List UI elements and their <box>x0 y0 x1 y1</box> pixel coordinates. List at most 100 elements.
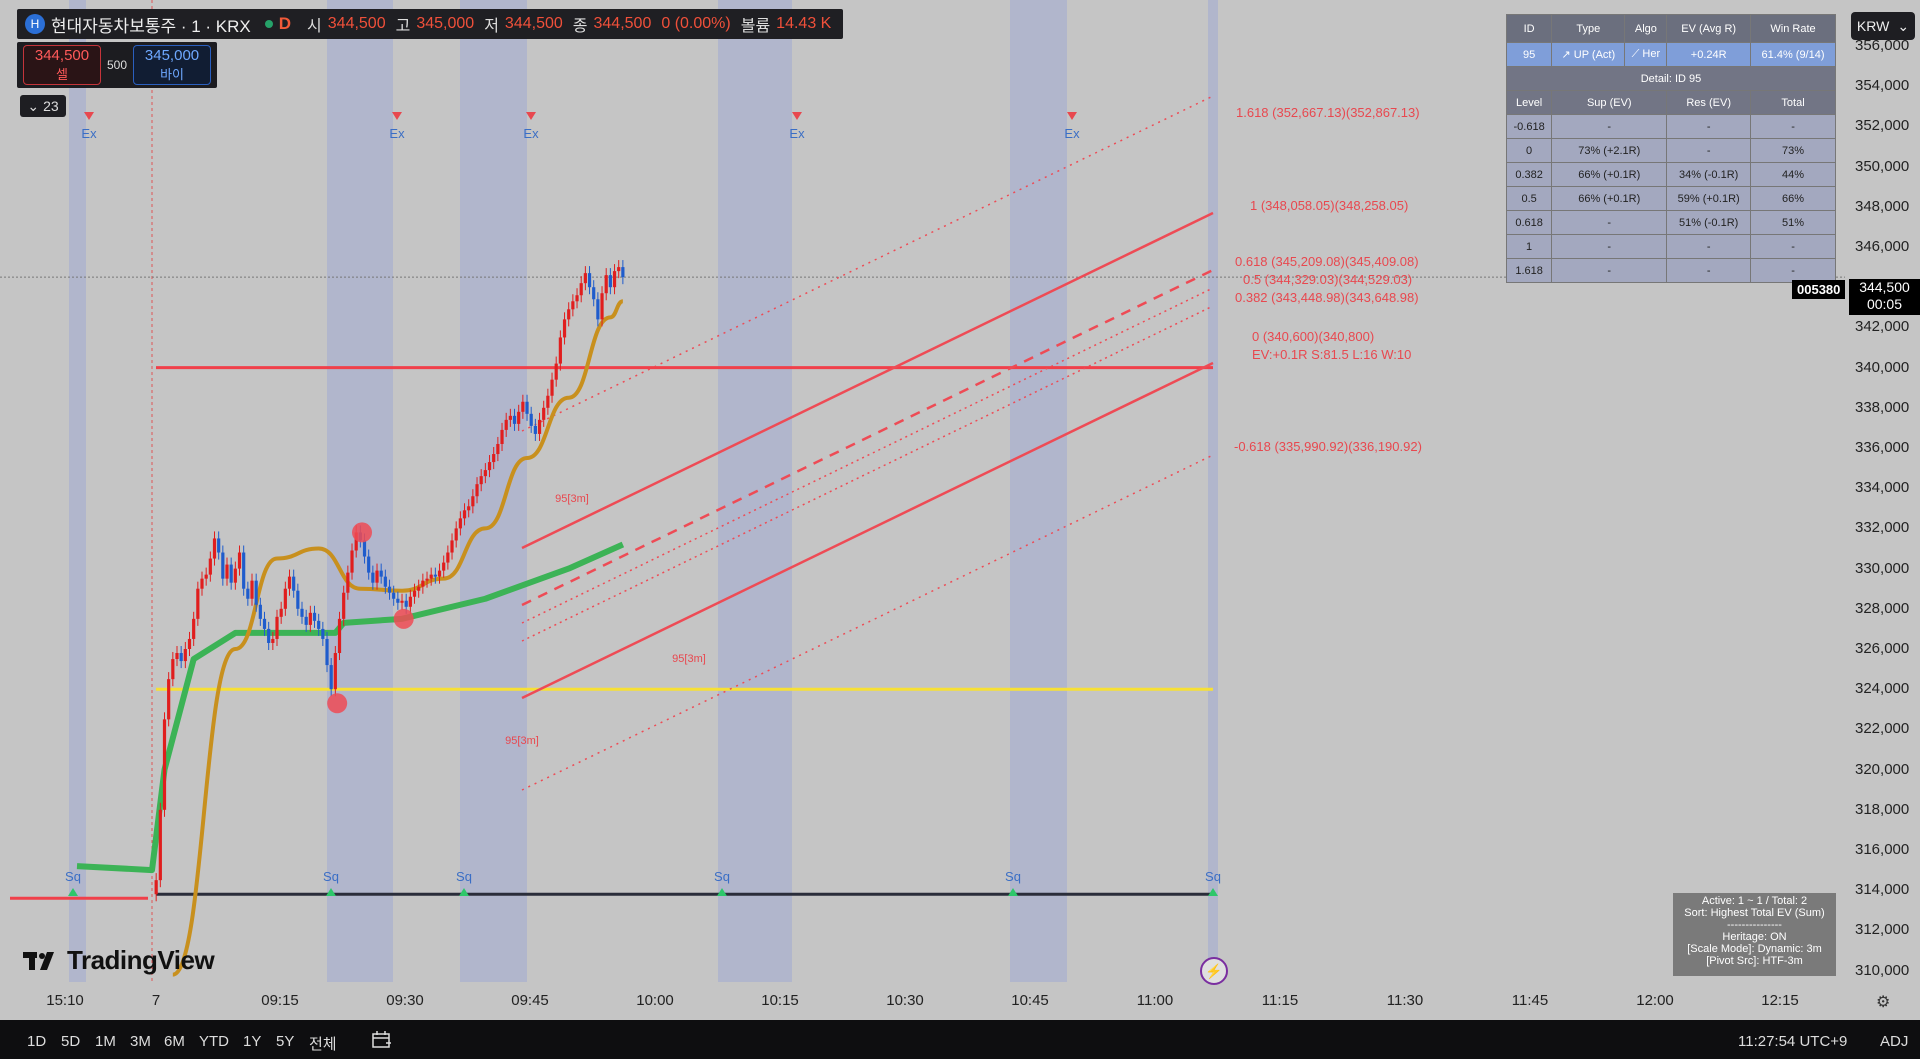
price-tick-label: 322,000 <box>1855 720 1910 738</box>
candle-body <box>612 271 617 288</box>
candle-body <box>162 719 167 810</box>
range-1m-button[interactable]: 1M <box>95 1033 116 1050</box>
exit-marker-icon <box>792 112 802 120</box>
col-header-id: ID <box>1505 14 1553 43</box>
candle-body <box>350 550 354 573</box>
info-line: Active: 1 ~ 1 / Total: 2 <box>1701 895 1808 907</box>
candle-body <box>529 413 533 426</box>
adj-button[interactable]: ADJ <box>1880 1033 1909 1050</box>
close-value: 344,500 <box>593 15 652 32</box>
candle-body <box>275 616 279 639</box>
price-tick-label: 342,000 <box>1855 318 1910 336</box>
col-header-ev: EV (Avg R) <box>1666 14 1752 43</box>
range-all-button[interactable]: 전체 <box>309 1036 337 1053</box>
price-axis[interactable]: 356,000 354,000 352,000 350,000 348,000 346,0… <box>1845 0 1920 1020</box>
candle-body <box>375 570 379 583</box>
fib-level-label: 1 (348,058.05)(348,258.05) <box>1250 198 1408 213</box>
candle-body <box>496 443 500 455</box>
candle-body <box>287 576 292 589</box>
candle-body <box>225 564 229 579</box>
price-tick-label: 312,000 <box>1855 921 1910 939</box>
price-tick-label: 348,000 <box>1855 197 1910 215</box>
pivot-marker <box>393 608 414 629</box>
chevron-down-icon: ⌄ <box>1897 17 1910 34</box>
squeeze-marker-icon <box>326 888 336 896</box>
candle-body <box>537 419 542 434</box>
high-label: 고 <box>395 18 411 35</box>
info-line: Sort: Highest Total EV (Sum) <box>1684 907 1825 919</box>
candle-body <box>596 299 600 320</box>
candle-body <box>158 809 162 881</box>
squeeze-marker-icon <box>1008 888 1018 896</box>
sell-button[interactable]: 344,500 셀 <box>23 45 101 85</box>
indicator-toggle-button[interactable]: ⌄ 23 <box>20 95 66 117</box>
buy-label: 바이 <box>160 67 184 82</box>
lightning-icon[interactable]: ⚡ <box>1200 957 1228 985</box>
price-tick-label: 334,000 <box>1855 479 1910 497</box>
session-highlight <box>327 0 393 982</box>
candle-body <box>487 462 492 471</box>
time-tick-label: 10:00 <box>636 992 674 1009</box>
candle-body <box>579 283 583 296</box>
range-1d-button[interactable]: 1D <box>27 1033 47 1050</box>
range-ytd-button[interactable]: YTD <box>199 1033 229 1050</box>
range-5y-button[interactable]: 5Y <box>276 1033 295 1050</box>
candle-body <box>508 415 512 420</box>
col-header-algo: Algo <box>1624 14 1668 43</box>
candle-body <box>562 319 567 338</box>
candle-body <box>308 612 312 625</box>
table-row: 0.382 66% (+0.1R) 34% (-0.1R) 44% <box>1505 162 1836 187</box>
candle-body <box>467 506 471 511</box>
pivot-label: 95[3m] <box>672 653 706 665</box>
candle-body <box>342 592 346 619</box>
candle-body <box>204 574 208 579</box>
candle-body <box>337 618 342 654</box>
candle-body <box>412 590 417 597</box>
pivot-label: 95[3m] <box>505 735 539 747</box>
buy-button[interactable]: 345,000 바이 <box>133 45 212 85</box>
currency-button[interactable]: KRW ⌄ <box>1851 12 1915 40</box>
fib-level-label: -0.618 (335,990.92)(336,190.92) <box>1234 439 1422 454</box>
range-5d-button[interactable]: 5D <box>61 1033 81 1050</box>
gear-icon[interactable]: ⚙ <box>1876 994 1891 1011</box>
clock[interactable]: 11:27:54 UTC+9 <box>1738 1033 1848 1050</box>
candle-body <box>221 552 225 579</box>
candle-body <box>367 556 371 573</box>
candle-body <box>592 287 596 300</box>
candle-body <box>571 301 575 310</box>
candle-body <box>262 618 267 629</box>
squeeze-marker-label: Sq <box>1005 869 1021 884</box>
date-range-calendar-icon[interactable] <box>371 1030 393 1054</box>
candle-body <box>296 590 300 609</box>
candle-body <box>446 552 450 563</box>
price-chart[interactable]: 1.618 (352,667.13)(352,867.13) 1 (348,058… <box>0 0 1845 990</box>
time-tick-label: 09:45 <box>511 992 549 1009</box>
time-tick-label: 7 <box>151 992 161 1009</box>
candle-body <box>533 425 537 434</box>
exit-marker-icon <box>84 112 94 120</box>
time-tick-label: 11:15 <box>1261 992 1299 1009</box>
range-3m-button[interactable]: 3M <box>130 1033 151 1050</box>
info-line: --------------- <box>1727 919 1782 931</box>
active-algo: ⟋ Her <box>1624 42 1668 67</box>
candle-body <box>317 620 321 629</box>
candle-body <box>233 568 237 583</box>
col-header-winrate: Win Rate <box>1750 14 1836 43</box>
squeeze-marker-icon <box>717 888 727 896</box>
symbol-name[interactable]: 현대자동차보통주 · 1 · KRX <box>51 16 251 36</box>
volume-value: 14.43 K <box>776 15 832 32</box>
quantity-value[interactable]: 500 <box>107 58 128 72</box>
indicator-count: 23 <box>43 98 59 114</box>
candle-body <box>379 570 383 577</box>
candle-body <box>475 484 479 497</box>
chevron-down-icon: ⌄ <box>27 97 40 114</box>
price-tick-label: 324,000 <box>1855 680 1910 698</box>
range-1y-button[interactable]: 1Y <box>243 1033 262 1050</box>
time-tick-label: 12:15 <box>1761 992 1799 1009</box>
tradingview-logo[interactable]: TradingView <box>23 945 215 976</box>
close-label: 종 <box>572 18 588 35</box>
candle-body <box>483 470 487 477</box>
range-6m-button[interactable]: 6M <box>164 1033 185 1050</box>
price-tick-label: 318,000 <box>1855 800 1910 818</box>
candle-body <box>437 570 442 577</box>
